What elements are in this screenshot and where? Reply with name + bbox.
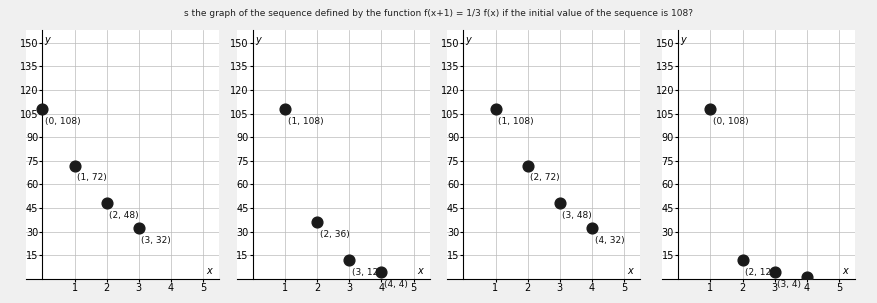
Text: (0, 108): (0, 108) <box>713 117 749 126</box>
Point <box>342 258 356 262</box>
Point <box>310 220 324 225</box>
Text: (3, 32): (3, 32) <box>141 236 171 245</box>
Text: y: y <box>681 35 686 45</box>
Text: y: y <box>45 35 50 45</box>
Text: x: x <box>207 266 212 276</box>
Text: (4, 4): (4, 4) <box>384 280 408 289</box>
Point <box>278 106 292 111</box>
Point <box>132 226 146 231</box>
Point <box>703 106 717 111</box>
Text: (1, 72): (1, 72) <box>77 173 107 182</box>
Point <box>374 270 389 275</box>
Point <box>35 106 49 111</box>
Point <box>585 226 599 231</box>
Point <box>800 275 814 280</box>
Text: y: y <box>255 35 260 45</box>
Text: (3, 12): (3, 12) <box>352 268 381 277</box>
Text: x: x <box>843 266 848 276</box>
Point <box>521 163 535 168</box>
Text: (2, 72): (2, 72) <box>531 173 560 182</box>
Text: (3, 48): (3, 48) <box>562 211 592 220</box>
Text: (1, 108): (1, 108) <box>498 117 534 126</box>
Text: y: y <box>466 35 471 45</box>
Point <box>68 163 82 168</box>
Text: (1, 108): (1, 108) <box>288 117 324 126</box>
Point <box>100 201 114 206</box>
Point <box>488 106 503 111</box>
Text: (0, 108): (0, 108) <box>45 117 81 126</box>
Text: (4, 32): (4, 32) <box>595 236 624 245</box>
Point <box>553 201 567 206</box>
Text: x: x <box>417 266 423 276</box>
Text: x: x <box>628 266 633 276</box>
Point <box>767 270 781 275</box>
Point <box>736 258 750 262</box>
Text: (2, 48): (2, 48) <box>110 211 139 220</box>
Text: (2, 12): (2, 12) <box>745 268 774 277</box>
Text: (3, 4): (3, 4) <box>777 280 802 289</box>
Text: s the graph of the sequence defined by the function f(x+1) = 1/3 f(x) if the ini: s the graph of the sequence defined by t… <box>184 9 693 18</box>
Text: (2, 36): (2, 36) <box>320 230 350 239</box>
